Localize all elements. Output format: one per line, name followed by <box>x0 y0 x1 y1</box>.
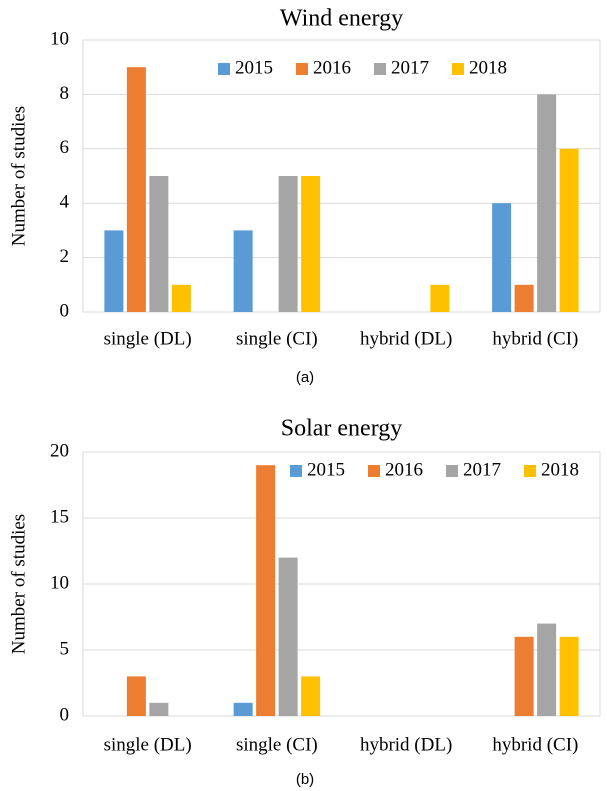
y-tick-label: 20 <box>50 440 69 461</box>
bar <box>559 636 579 716</box>
caption: (b) <box>296 771 314 788</box>
legend-label: 2016 <box>385 459 423 480</box>
y-tick-label: 8 <box>60 83 70 104</box>
x-tick-label: single (DL) <box>104 734 192 755</box>
bar <box>430 284 450 312</box>
chart-title: Wind energy <box>280 6 403 32</box>
bar <box>492 203 512 312</box>
legend-swatch <box>524 465 536 477</box>
x-tick-label: hybrid (CI) <box>492 734 578 755</box>
y-tick-label: 4 <box>60 192 70 213</box>
bar <box>301 676 321 716</box>
y-tick-label: 0 <box>60 704 70 725</box>
legend-swatch <box>296 63 308 75</box>
legend-swatch <box>368 465 380 477</box>
bar <box>233 702 253 716</box>
y-axis-label: Number of studies <box>8 514 29 654</box>
x-tick-label: single (CI) <box>236 328 318 349</box>
legend-label: 2015 <box>235 57 273 78</box>
bar <box>514 636 534 716</box>
legend-swatch <box>374 63 386 75</box>
legend-swatch <box>452 63 464 75</box>
legend-swatch <box>446 465 458 477</box>
y-tick-label: 10 <box>50 572 69 593</box>
y-tick-label: 6 <box>60 137 70 158</box>
bar <box>233 230 253 312</box>
chart-title: Solar energy <box>281 416 403 442</box>
bar <box>126 67 146 312</box>
x-tick-label: single (CI) <box>236 734 318 755</box>
bar <box>278 176 298 312</box>
legend-label: 2018 <box>541 459 579 480</box>
bar <box>559 148 579 312</box>
bar <box>171 284 191 312</box>
bar <box>104 230 124 312</box>
caption: (a) <box>296 369 314 386</box>
legend-label: 2017 <box>391 57 429 78</box>
y-tick-label: 5 <box>60 638 70 659</box>
legend-swatch <box>218 63 230 75</box>
x-tick-label: hybrid (CI) <box>492 328 578 349</box>
y-tick-label: 0 <box>60 300 70 321</box>
x-tick-label: single (DL) <box>104 328 192 349</box>
x-tick-label: hybrid (DL) <box>360 328 452 349</box>
y-tick-label: 2 <box>60 246 70 267</box>
bar <box>514 284 534 312</box>
bar <box>256 465 276 716</box>
bar <box>278 557 298 716</box>
legend-label: 2016 <box>313 57 351 78</box>
bar <box>149 702 169 716</box>
x-tick-label: hybrid (DL) <box>360 734 452 755</box>
bar <box>301 176 321 312</box>
legend-label: 2018 <box>469 57 507 78</box>
bar <box>149 176 169 312</box>
y-tick-label: 15 <box>50 506 69 527</box>
bar <box>126 676 146 716</box>
legend-label: 2017 <box>463 459 501 480</box>
y-axis-label: Number of studies <box>8 106 29 246</box>
bar <box>537 94 557 313</box>
legend-swatch <box>290 465 302 477</box>
y-tick-label: 10 <box>50 28 69 49</box>
bar <box>537 623 557 716</box>
legend-label: 2015 <box>307 459 345 480</box>
